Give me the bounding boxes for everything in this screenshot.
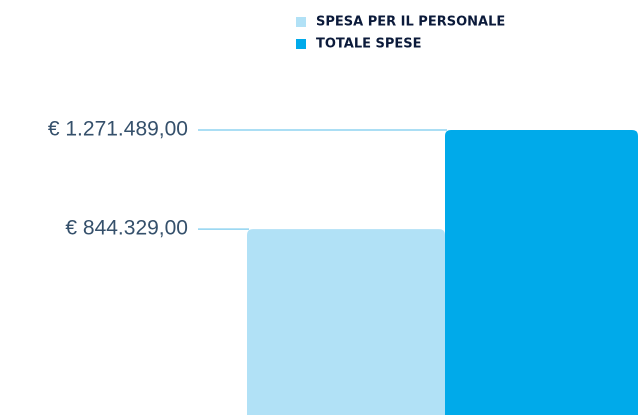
bar — [247, 229, 445, 415]
value-label: € 1.271.489,00 — [48, 118, 188, 141]
legend-swatch — [296, 39, 306, 49]
legend-swatch — [296, 17, 306, 27]
value-label: € 844.329,00 — [65, 217, 188, 240]
legend-label: SPESA PER IL PERSONALE — [316, 15, 505, 30]
legend-label: TOTALE SPESE — [316, 37, 422, 52]
bar — [445, 130, 638, 415]
